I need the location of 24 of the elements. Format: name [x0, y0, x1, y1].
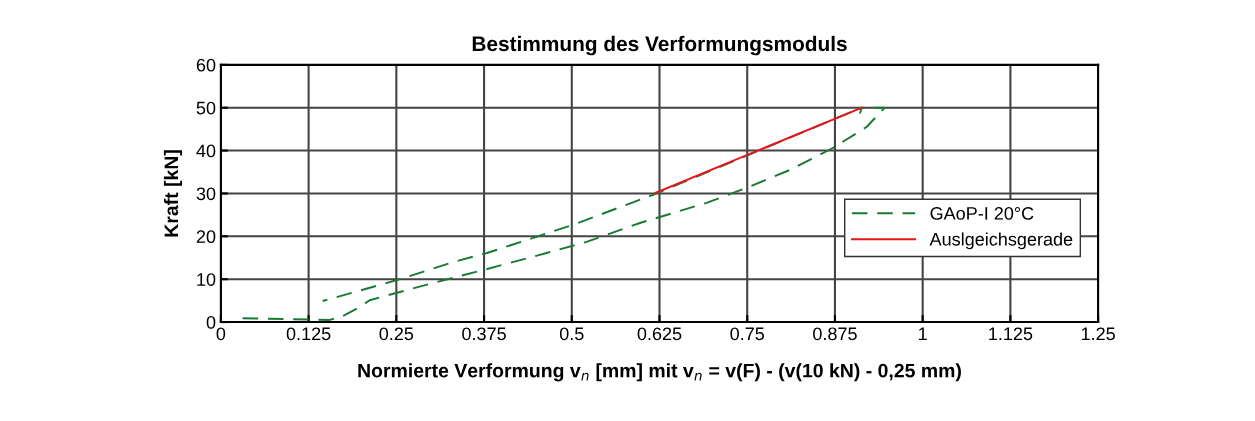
x-tick-label: 0.875 — [813, 327, 857, 341]
y-tick-label: 40 — [196, 144, 216, 158]
x-tick-label: 1 — [919, 327, 927, 341]
legend-label: GAoP-I 20°C — [930, 207, 1034, 220]
x-tick-label: 0.125 — [286, 327, 331, 341]
y-tick-label: 10 — [197, 273, 216, 286]
x-axis-title: Normierte Verformung v$_{n}$ [mm] mit v$_{n}$ = v(F) - (v(10 kN) - 0,25 mm) — [358, 363, 961, 382]
y-tick-label: 20 — [196, 230, 216, 244]
x-tick-label: 1.25 — [1081, 327, 1115, 341]
x-tick-label: 0.75 — [730, 327, 765, 341]
x-tick-label: 0.625 — [637, 327, 682, 341]
y-tick-label: 60 — [196, 58, 216, 72]
y-tick-label: 50 — [196, 101, 216, 115]
y-tick-label: 30 — [196, 187, 216, 201]
x-tick-label: 0.25 — [379, 327, 414, 341]
chart-title: Bestimmung des Verformungsmoduls — [472, 35, 847, 56]
y-tick-label: 0 — [206, 316, 216, 329]
x-tick-label: 1.125 — [989, 327, 1033, 341]
line-series — [241, 106, 886, 321]
x-tick-label: 0.5 — [559, 327, 584, 341]
x-tick-label: 0.375 — [462, 327, 506, 341]
y-axis-title: Kraft [kN] — [163, 150, 183, 237]
legend-label: Auslgeichsgerade — [929, 232, 1073, 250]
x-tick-label: 0 — [216, 327, 226, 341]
